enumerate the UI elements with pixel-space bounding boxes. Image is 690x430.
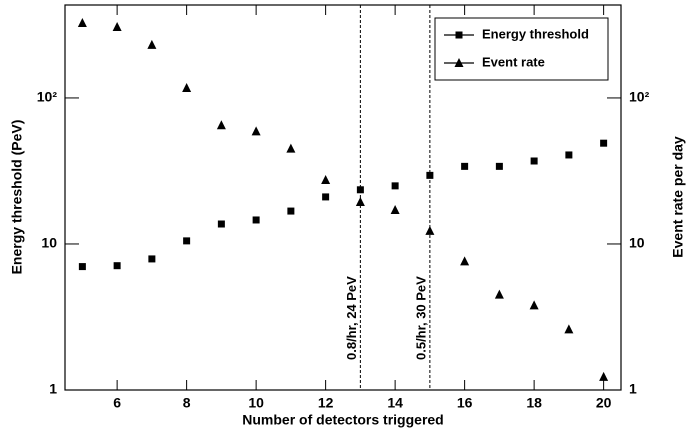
x-tick-label: 16 bbox=[457, 395, 473, 411]
legend-marker bbox=[455, 31, 463, 39]
legend-box bbox=[434, 17, 609, 81]
square-marker bbox=[183, 237, 191, 245]
triangle-marker bbox=[216, 120, 226, 130]
x-tick-label: 12 bbox=[318, 395, 334, 411]
triangle-marker bbox=[321, 175, 331, 185]
triangle-marker bbox=[355, 196, 365, 206]
triangle-marker bbox=[251, 126, 261, 136]
y2-tick-label: 10² bbox=[629, 89, 650, 105]
y2-tick-label: 10 bbox=[629, 235, 645, 251]
triangle-marker bbox=[147, 39, 157, 49]
triangle-marker bbox=[494, 289, 504, 299]
triangle-marker bbox=[564, 324, 574, 334]
x-tick-label: 20 bbox=[596, 395, 612, 411]
legend-marker bbox=[454, 58, 464, 67]
triangle-marker bbox=[529, 300, 539, 310]
triangle-marker bbox=[460, 256, 470, 266]
y2-tick-label: 1 bbox=[629, 381, 637, 397]
x-tick-label: 14 bbox=[387, 395, 403, 411]
square-marker bbox=[461, 162, 469, 170]
legend-label: Energy threshold bbox=[482, 26, 589, 41]
triangle-marker bbox=[182, 82, 192, 92]
triangle-marker bbox=[599, 371, 609, 381]
legend-label: Event rate bbox=[482, 54, 545, 69]
annotation-text: 0.8/hr, 24 PeV bbox=[344, 276, 359, 360]
y-tick-label: 1 bbox=[49, 381, 57, 397]
square-marker bbox=[530, 157, 538, 165]
square-marker bbox=[426, 171, 434, 179]
plot-frame bbox=[64, 4, 622, 391]
square-marker bbox=[287, 207, 295, 215]
square-marker bbox=[78, 263, 86, 271]
square-marker bbox=[391, 182, 399, 190]
square-marker bbox=[600, 139, 608, 147]
square-marker bbox=[252, 216, 260, 224]
annotation-text: 0.5/hr, 30 PeV bbox=[413, 276, 428, 360]
triangle-marker bbox=[425, 225, 435, 235]
square-marker bbox=[113, 262, 121, 270]
y-axis-title: Energy threshold (PeV) bbox=[9, 120, 25, 275]
square-marker bbox=[495, 162, 503, 170]
triangle-marker bbox=[390, 204, 400, 214]
triangle-marker bbox=[77, 18, 87, 28]
y2-axis-title: Event rate per day bbox=[670, 136, 686, 258]
x-tick-label: 18 bbox=[526, 395, 542, 411]
x-axis-title: Number of detectors triggered bbox=[242, 412, 443, 428]
x-tick-label: 6 bbox=[113, 395, 121, 411]
x-tick-label: 8 bbox=[183, 395, 191, 411]
square-marker bbox=[148, 255, 156, 263]
y-tick-label: 10² bbox=[37, 89, 58, 105]
triangle-marker bbox=[286, 143, 296, 153]
triangle-marker bbox=[112, 22, 122, 32]
x-tick-label: 10 bbox=[248, 395, 264, 411]
square-marker bbox=[322, 193, 330, 201]
square-marker bbox=[217, 220, 225, 228]
y-tick-label: 10 bbox=[41, 235, 57, 251]
square-marker bbox=[565, 151, 573, 159]
square-marker bbox=[356, 186, 364, 194]
